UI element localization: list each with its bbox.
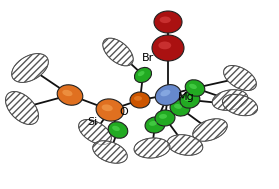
Ellipse shape [145,117,165,133]
Ellipse shape [189,84,197,89]
Ellipse shape [138,71,145,76]
Text: Br: Br [142,53,154,63]
Ellipse shape [130,92,150,108]
Text: Mg: Mg [178,92,194,102]
Ellipse shape [6,91,39,125]
Ellipse shape [134,96,142,101]
Ellipse shape [159,114,167,119]
Ellipse shape [160,16,171,23]
Ellipse shape [96,99,124,121]
Ellipse shape [185,80,205,96]
Ellipse shape [62,90,73,96]
Ellipse shape [180,92,200,108]
Text: Si: Si [87,117,97,127]
Ellipse shape [134,138,170,158]
Ellipse shape [108,122,128,138]
Ellipse shape [212,90,248,110]
Ellipse shape [102,104,113,111]
Ellipse shape [158,42,171,49]
Text: O: O [120,107,128,117]
Ellipse shape [152,35,184,61]
Ellipse shape [103,38,133,66]
Ellipse shape [224,66,256,91]
Ellipse shape [184,96,192,101]
Ellipse shape [93,141,127,163]
Ellipse shape [193,119,227,141]
Ellipse shape [170,100,190,116]
Ellipse shape [155,85,181,105]
Ellipse shape [134,67,151,83]
Ellipse shape [79,119,111,144]
Ellipse shape [57,85,83,105]
Ellipse shape [149,121,157,126]
Ellipse shape [112,126,120,131]
Ellipse shape [155,110,175,126]
Ellipse shape [174,104,182,109]
Ellipse shape [167,135,203,155]
Ellipse shape [160,90,170,96]
Ellipse shape [222,94,258,116]
Ellipse shape [154,11,182,33]
Ellipse shape [12,53,48,82]
